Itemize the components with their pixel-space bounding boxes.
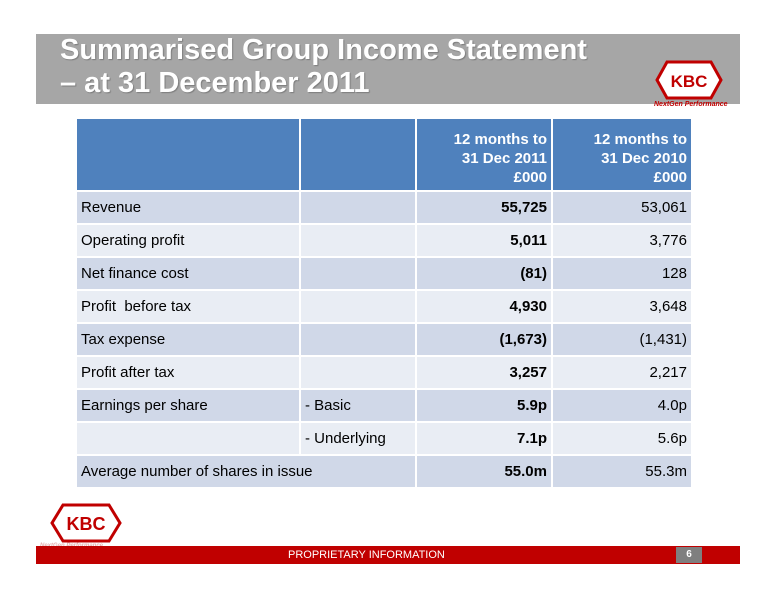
row-label: Profit before tax <box>77 291 299 322</box>
table-row-average-shares: Average number of shares in issue 55.0m … <box>77 456 691 487</box>
row-value-2011: 5,011 <box>417 225 551 256</box>
header-blank-1 <box>77 119 299 190</box>
title-band <box>36 34 740 104</box>
header-2010-line-3: £000 <box>653 169 687 186</box>
row-label <box>77 423 299 454</box>
row-value-2011: 3,257 <box>417 357 551 388</box>
row-sub <box>301 225 415 256</box>
kbc-logo-hexagon <box>655 60 723 100</box>
row-value-2010: 5.6p <box>553 423 691 454</box>
header-2011-line-1: 12 months to <box>453 131 547 148</box>
row-value-2011: 4,930 <box>417 291 551 322</box>
table-row-tax-expense: Tax expense (1,673) (1,431) <box>77 324 691 355</box>
header-2011-line-2: 31 Dec 2011 <box>461 150 547 167</box>
table-row-revenue: Revenue 55,725 53,061 <box>77 192 691 223</box>
kbc-logo-footer: KBC <box>50 503 122 548</box>
income-statement-table: 12 months to 31 Dec 2011 £000 12 months … <box>75 117 693 489</box>
row-label: Operating profit <box>77 225 299 256</box>
row-value-2011: 55.0m <box>417 456 551 487</box>
header-2010-line-2: 31 Dec 2010 <box>601 150 687 167</box>
row-value-2011: 7.1p <box>417 423 551 454</box>
row-value-2011: 5.9p <box>417 390 551 421</box>
kbc-logo-text: KBC <box>671 72 708 91</box>
row-value-2010: 3,776 <box>553 225 691 256</box>
row-label: Net finance cost <box>77 258 299 289</box>
kbc-logo-footer-hexagon <box>50 503 122 543</box>
header-2011-line-3: £000 <box>513 169 547 186</box>
table-row-eps-basic: Earnings per share - Basic 5.9p 4.0p <box>77 390 691 421</box>
table-row-eps-underlying: - Underlying 7.1p 5.6p <box>77 423 691 454</box>
row-value-2010: 55.3m <box>553 456 691 487</box>
row-sub <box>301 357 415 388</box>
header-blank-2 <box>301 119 415 190</box>
row-label: Profit after tax <box>77 357 299 388</box>
row-label: Earnings per share <box>77 390 299 421</box>
title-line-2: – at 31 December 2011 <box>60 67 370 99</box>
title-line-1: Summarised Group Income Statement <box>60 34 587 66</box>
row-value-2011: (81) <box>417 258 551 289</box>
row-value-2010: 4.0p <box>553 390 691 421</box>
row-sub <box>301 324 415 355</box>
kbc-logo-footer-text: KBC <box>67 514 106 534</box>
table-header-row: 12 months to 31 Dec 2011 £000 12 months … <box>77 119 691 190</box>
row-value-2010: (1,431) <box>553 324 691 355</box>
row-value-2010: 2,217 <box>553 357 691 388</box>
kbc-logo: KBC <box>655 60 723 105</box>
footer-text: PROPRIETARY INFORMATION <box>288 549 445 561</box>
table-row-profit-before-tax: Profit before tax 4,930 3,648 <box>77 291 691 322</box>
row-label: Tax expense <box>77 324 299 355</box>
row-value-2010: 3,648 <box>553 291 691 322</box>
table-row-operating-profit: Operating profit 5,011 3,776 <box>77 225 691 256</box>
row-sub: - Basic <box>301 390 415 421</box>
table-row-net-finance-cost: Net finance cost (81) 128 <box>77 258 691 289</box>
slide-title: Summarised Group Income Statement – at 3… <box>60 34 587 100</box>
footer-bar <box>36 546 740 564</box>
row-label: Average number of shares in issue <box>77 456 415 487</box>
row-value-2011: 55,725 <box>417 192 551 223</box>
row-value-2011: (1,673) <box>417 324 551 355</box>
row-sub <box>301 258 415 289</box>
header-2011: 12 months to 31 Dec 2011 £000 <box>417 119 551 190</box>
row-sub <box>301 192 415 223</box>
row-value-2010: 128 <box>553 258 691 289</box>
page-number: 6 <box>676 547 702 563</box>
row-sub: - Underlying <box>301 423 415 454</box>
row-sub <box>301 291 415 322</box>
table-row-profit-after-tax: Profit after tax 3,257 2,217 <box>77 357 691 388</box>
tagline: NextGen Performance <box>654 101 728 108</box>
header-2010: 12 months to 31 Dec 2010 £000 <box>553 119 691 190</box>
header-2010-line-1: 12 months to <box>593 131 687 148</box>
row-label: Revenue <box>77 192 299 223</box>
row-value-2010: 53,061 <box>553 192 691 223</box>
